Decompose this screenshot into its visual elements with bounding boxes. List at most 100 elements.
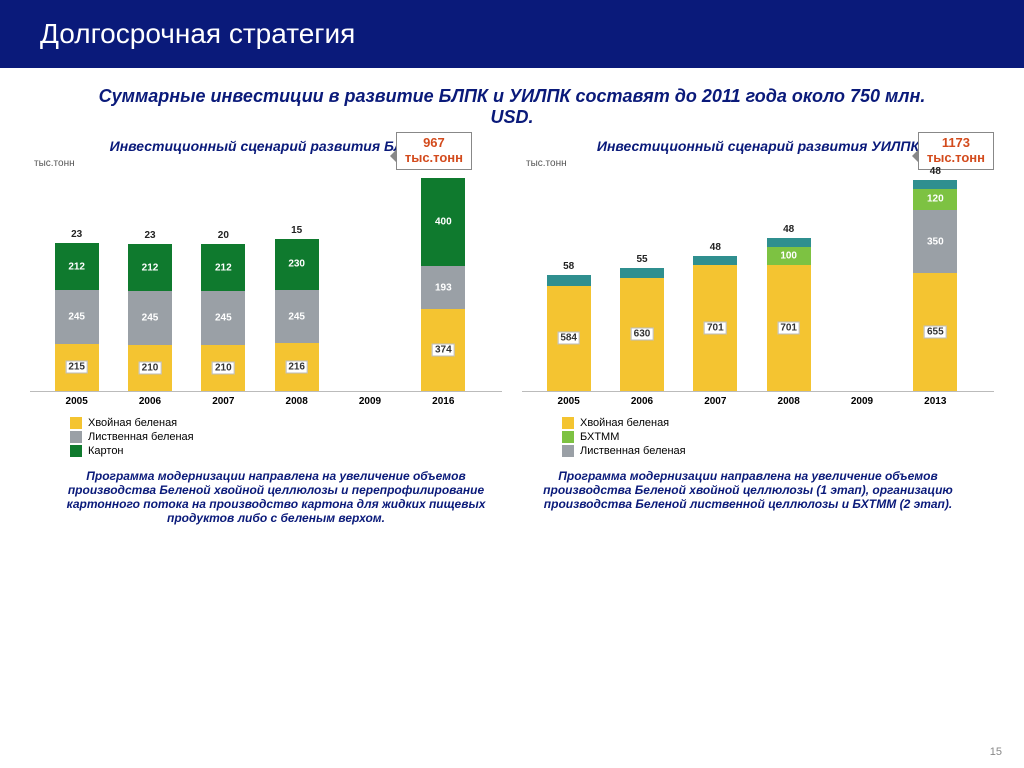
bar-column: 21224521523 [55, 243, 99, 391]
bar-column: 63055 [620, 268, 664, 391]
legend-label: Лиственная беленая [88, 431, 194, 443]
segment-label: 245 [68, 311, 85, 322]
callout-unit: тыс.тонн [405, 150, 463, 165]
legend-item: БХТММ [562, 431, 994, 443]
segment-label: 212 [142, 262, 159, 273]
legend-swatch [70, 417, 82, 429]
chart-uilpk-plot: 5845863055701481007014812035065548 [522, 171, 994, 392]
bar-column: 21224521020 [201, 244, 245, 391]
x-tick: 2013 [899, 396, 972, 407]
segment-label: 193 [435, 282, 452, 293]
bar-segment [547, 275, 591, 285]
legend-label: БХТММ [580, 431, 619, 443]
segment-label: 245 [215, 312, 232, 323]
segment-label: 245 [142, 312, 159, 323]
bar-segment: 701 [767, 265, 811, 391]
bar-segment [767, 238, 811, 247]
callout-value: 967 [423, 135, 445, 150]
bar-column: 23024521615 [275, 239, 319, 391]
charts-row: Инвестиционный сценарий развития БЛПК 96… [0, 138, 1024, 459]
segment-label: 212 [68, 261, 85, 272]
segment-label: 400 [435, 217, 452, 228]
bar-segment: 584 [547, 286, 591, 391]
segment-label: 100 [780, 250, 797, 261]
legend-item: Лиственная беленая [70, 431, 502, 443]
bar-segment: 245 [55, 290, 99, 344]
bar-top-label: 20 [218, 230, 229, 241]
footnotes: Программа модернизации направлена на уве… [0, 459, 1024, 525]
bar-segment: 701 [693, 265, 737, 391]
legend-label: Лиственная беленая [580, 445, 686, 457]
legend-item: Лиственная беленая [562, 445, 994, 457]
segment-label: 210 [139, 361, 162, 374]
bar-segment: 120 [913, 189, 957, 211]
bar-segment: 655 [913, 273, 957, 391]
segment-label: 120 [927, 194, 944, 205]
bar-segment: 212 [55, 243, 99, 290]
chart-blpk: Инвестиционный сценарий развития БЛПК 96… [30, 138, 502, 459]
bar-segment: 630 [620, 278, 664, 391]
bar-segment: 400 [421, 178, 465, 266]
legend-swatch [562, 417, 574, 429]
segment-label: 374 [432, 343, 455, 356]
bar-segment: 100 [767, 247, 811, 265]
footnote-right: Программа модернизации направлена на уве… [532, 469, 964, 525]
segment-label: 701 [777, 321, 800, 334]
segment-label: 630 [631, 328, 654, 341]
segment-label: 230 [288, 259, 305, 270]
bar-column: 21224521023 [128, 244, 172, 391]
bar-segment [913, 180, 957, 189]
bar-segment [620, 268, 664, 278]
x-tick: 2008 [260, 396, 333, 407]
bar-segment: 245 [275, 290, 319, 344]
bar-segment: 350 [913, 210, 957, 273]
segment-label: 245 [288, 311, 305, 322]
bar-top-label: 48 [710, 242, 721, 253]
x-tick: 2016 [407, 396, 480, 407]
legend-swatch [70, 431, 82, 443]
bar-segment: 212 [201, 244, 245, 291]
segment-label: 215 [65, 361, 88, 374]
bar-column: 58458 [547, 275, 591, 391]
segment-label: 350 [927, 236, 944, 247]
title-bar: Долгосрочная стратегия [0, 0, 1024, 68]
x-tick: 2007 [679, 396, 752, 407]
bar-segment: 193 [421, 266, 465, 308]
segment-label: 212 [215, 262, 232, 273]
bar-segment: 215 [55, 344, 99, 391]
page-title: Долгосрочная стратегия [40, 18, 984, 50]
x-tick: 2005 [532, 396, 605, 407]
bar-segment: 210 [128, 345, 172, 391]
bar-segment: 216 [275, 343, 319, 391]
chart-uilpk-callout: 1173 тыс.тонн [918, 132, 994, 170]
chart-blpk-xaxis: 200520062007200820092016 [40, 396, 502, 407]
bar-top-label: 55 [636, 254, 647, 265]
chart-blpk-legend: Хвойная беленаяЛиственная беленаяКартон [70, 417, 502, 457]
segment-label: 655 [924, 326, 947, 339]
bar-column: 400 193 374 [421, 178, 465, 391]
legend-swatch [562, 445, 574, 457]
footnote-left: Программа модернизации направлена на уве… [60, 469, 492, 525]
chart-blpk-plot: 2122452152321224521023212245210202302452… [30, 171, 502, 392]
bar-top-label: 48 [783, 224, 794, 235]
legend-swatch [70, 445, 82, 457]
segment-label: 584 [557, 332, 580, 345]
bar-segment: 245 [201, 291, 245, 345]
segment-label: 210 [212, 361, 235, 374]
callout-unit: тыс.тонн [927, 150, 985, 165]
page-number: 15 [990, 746, 1002, 758]
legend-item: Картон [70, 445, 502, 457]
x-tick: 2009 [825, 396, 898, 407]
bar-segment: 245 [128, 291, 172, 345]
x-tick: 2008 [752, 396, 825, 407]
legend-item: Хвойная беленая [562, 417, 994, 429]
bar-segment: 374 [421, 309, 465, 391]
x-tick: 2006 [113, 396, 186, 407]
x-tick: 2006 [605, 396, 678, 407]
chart-uilpk-xaxis: 200520062007200820092013 [532, 396, 994, 407]
bar-segment: 230 [275, 239, 319, 290]
x-tick: 2009 [333, 396, 406, 407]
bar-column: 10070148 [767, 238, 811, 391]
bar-segment [693, 256, 737, 265]
bar-column: 70148 [693, 256, 737, 391]
